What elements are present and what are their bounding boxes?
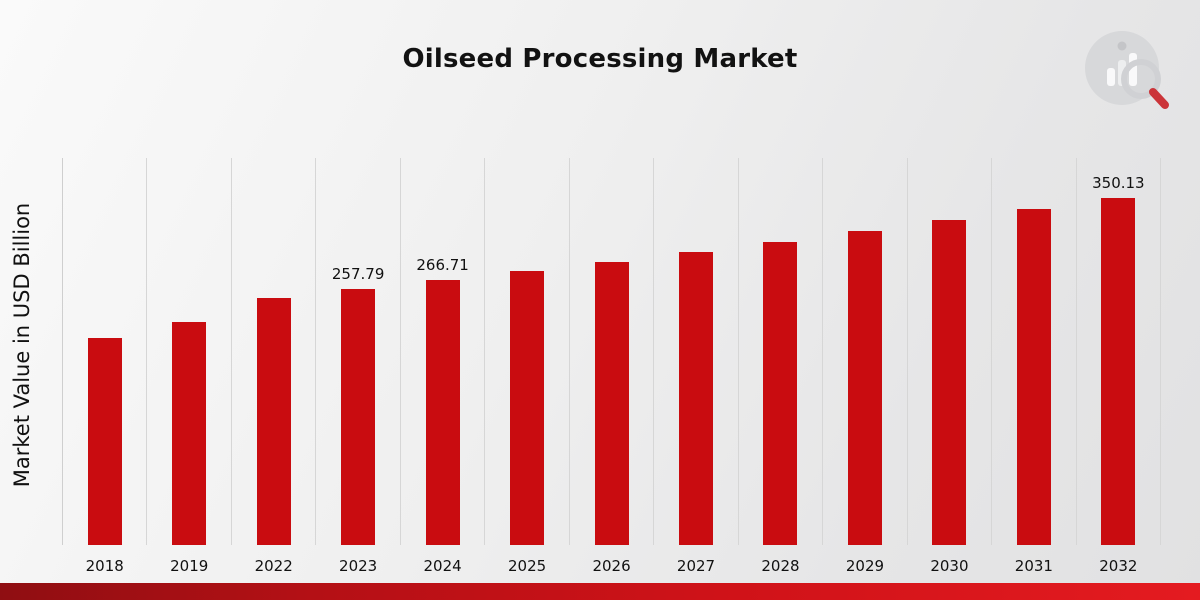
chart-column: 2028 <box>739 158 824 575</box>
x-axis-tick-label: 2030 <box>930 557 969 575</box>
x-axis-tick-label: 2029 <box>845 557 885 575</box>
x-axis-tick-label: 2027 <box>676 557 716 575</box>
bar-2026 <box>594 262 629 545</box>
footer-accent-bar <box>0 583 1200 600</box>
chart-column: 2026 <box>570 158 655 575</box>
bar-2025 <box>510 271 545 545</box>
y-axis-label: Market Value in USD Billion <box>10 202 34 488</box>
bar-2023 <box>341 289 376 545</box>
x-axis-tick-label: 2026 <box>592 557 631 575</box>
chart-column: 257.79 2023 <box>316 158 401 575</box>
chart-column: 350.13 2032 <box>1077 158 1162 575</box>
page-title: Oilseed Processing Market <box>402 44 798 74</box>
bar-2024 <box>425 280 460 545</box>
bar-2018 <box>87 338 122 545</box>
x-axis-tick-label: 2032 <box>1099 557 1138 575</box>
x-axis-tick-label: 2031 <box>1014 557 1053 575</box>
x-axis-tick-label: 2019 <box>170 557 209 575</box>
chart-column: 2018 <box>63 158 148 575</box>
chart-plot: 2018 2019 2022 257.79 2023 266.71 2024 2025 2026… <box>62 158 1162 575</box>
x-axis-tick-label: 2028 <box>761 557 800 575</box>
chart-column: 266.71 2024 <box>401 158 486 575</box>
chart-column: 2029 <box>823 158 908 575</box>
x-axis-tick-label: 2018 <box>85 557 124 575</box>
bar-chart-magnifier-icon <box>1078 31 1172 120</box>
chart-column: 2031 <box>992 158 1077 575</box>
chart-column: 2030 <box>908 158 993 575</box>
bar-2022 <box>256 298 291 545</box>
chart-column: 2019 <box>147 158 232 575</box>
bar-value-label: 257.79 <box>331 265 385 283</box>
bar-2032 <box>1101 198 1136 545</box>
x-axis-tick-label: 2025 <box>507 557 547 575</box>
chart-column: 2022 <box>232 158 317 575</box>
x-axis-tick-label: 2023 <box>339 557 378 575</box>
bar-2030 <box>932 220 967 545</box>
x-axis-tick-label: 2024 <box>423 557 462 575</box>
chart-column: 2027 <box>654 158 739 575</box>
bar-value-label: 266.71 <box>416 256 469 274</box>
bar-value-label: 350.13 <box>1092 174 1145 192</box>
bar-2027 <box>679 252 714 545</box>
brand-logo <box>1078 26 1172 120</box>
chart-column: 2025 <box>485 158 570 575</box>
bar-2028 <box>763 242 798 545</box>
bar-2029 <box>847 231 882 545</box>
x-axis-tick-label: 2022 <box>254 557 293 575</box>
bar-2019 <box>172 322 207 545</box>
bar-2031 <box>1016 209 1051 545</box>
